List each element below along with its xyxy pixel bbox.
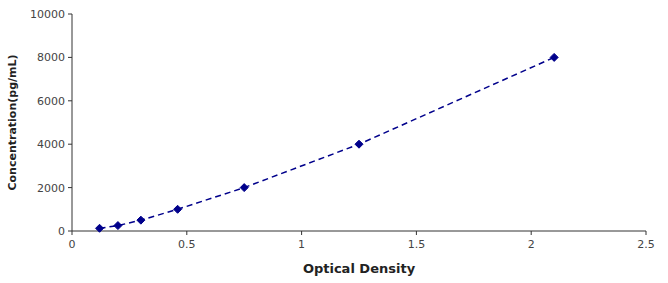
data-point [174, 205, 182, 213]
x-axis-title: Optical Density [303, 261, 416, 276]
data-point [96, 224, 104, 232]
x-tick-label: 1.5 [408, 238, 426, 251]
x-tick-label: 2.5 [637, 238, 655, 251]
y-tick [68, 14, 72, 15]
x-tick [531, 231, 532, 235]
y-tick [68, 231, 72, 232]
x-tick [186, 231, 187, 235]
y-axis-line [72, 14, 73, 231]
y-tick-label: 2000 [37, 182, 65, 195]
chart-svg: 0 0.5 1 1.5 2 2.5 0 2000 4000 6000 8000 10000 Optica… [0, 0, 668, 283]
x-tick [301, 231, 302, 235]
x-tick-label: 0.5 [178, 238, 196, 251]
data-point [240, 184, 248, 192]
y-tick-label: 6000 [37, 95, 65, 108]
x-tick-label: 0 [69, 238, 76, 251]
y-tick [68, 187, 72, 188]
chart-container: 0 0.5 1 1.5 2 2.5 0 2000 4000 6000 8000 10000 Optica… [0, 0, 668, 283]
x-axis-line [72, 231, 646, 232]
y-tick [68, 144, 72, 145]
x-tick-label: 2 [528, 238, 535, 251]
y-tick-label: 10000 [30, 8, 65, 21]
data-point [355, 140, 363, 148]
y-tick [68, 57, 72, 58]
data-point [114, 222, 122, 230]
y-tick-label: 4000 [37, 138, 65, 151]
data-point [137, 216, 145, 224]
axes: 0 0.5 1 1.5 2 2.5 0 2000 4000 6000 8000 10000 [30, 8, 655, 251]
y-tick-label: 0 [58, 225, 65, 238]
y-tick-label: 8000 [37, 51, 65, 64]
x-tick [416, 231, 417, 235]
x-tick [72, 231, 73, 235]
plot-area [96, 53, 559, 232]
data-line [100, 57, 555, 228]
x-tick-label: 1 [298, 238, 305, 251]
y-tick [68, 100, 72, 101]
x-tick [646, 231, 647, 235]
data-point [550, 53, 558, 61]
y-axis-title: Concentration(pg/mL) [6, 54, 19, 190]
